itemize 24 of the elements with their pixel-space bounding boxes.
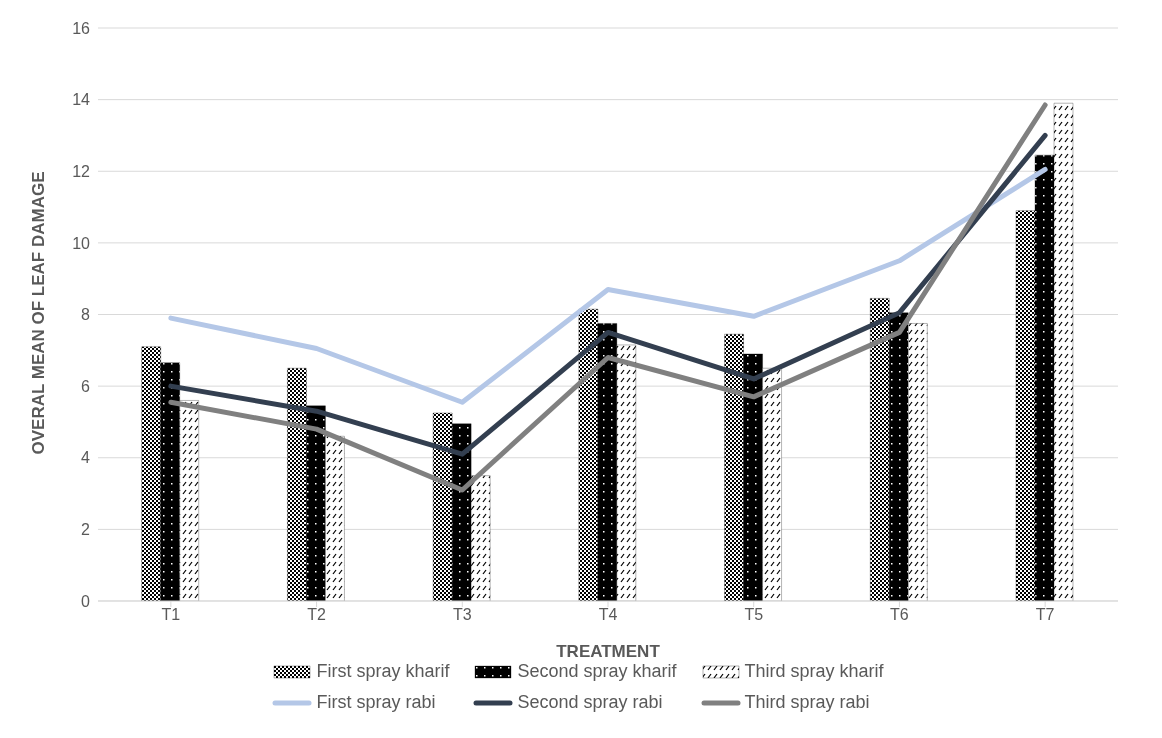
legend-label: First spray rabi xyxy=(316,692,436,713)
x-tick-label: T7 xyxy=(1035,606,1055,624)
x-tick-label: T5 xyxy=(744,606,764,624)
y-axis-title: OVERAL MEAN OF LEAF DAMAGE xyxy=(29,171,49,455)
y-tick-label: 10 xyxy=(72,234,91,252)
x-tick-label: T2 xyxy=(307,606,327,624)
x-tick-label: T6 xyxy=(890,606,909,624)
legend-label: First spray kharif xyxy=(316,661,450,682)
legend-label: Third spray rabi xyxy=(744,692,870,713)
y-tick-label: 12 xyxy=(72,162,91,180)
x-tick-label: T1 xyxy=(161,606,181,624)
y-tick-label: 8 xyxy=(81,306,91,324)
y-tick-label: 2 xyxy=(81,521,91,539)
y-tick-label: 6 xyxy=(81,377,91,395)
y-tick-label: 16 xyxy=(72,19,91,37)
x-tick-label: T3 xyxy=(452,606,472,624)
y-tick-label: 4 xyxy=(81,449,91,467)
legend-label: Second spray rabi xyxy=(517,692,663,713)
y-tick-label: 0 xyxy=(81,592,91,610)
x-axis-title: TREATMENT xyxy=(556,642,661,661)
legend-label: Second spray kharif xyxy=(517,661,677,682)
legend-label: Third spray kharif xyxy=(744,661,884,682)
x-tick-label: T4 xyxy=(598,606,618,624)
y-tick-label: 14 xyxy=(72,91,91,109)
